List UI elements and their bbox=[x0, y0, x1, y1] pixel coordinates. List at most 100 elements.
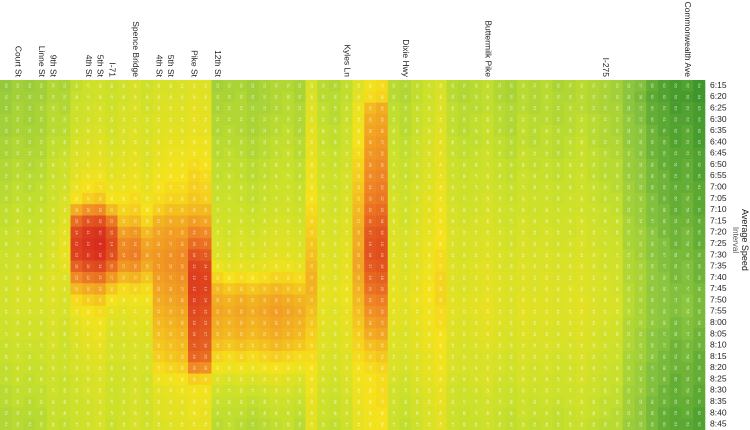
cell-value: 46 bbox=[556, 241, 561, 246]
cell-value: 47 bbox=[521, 400, 526, 405]
heatmap-cell bbox=[446, 91, 459, 103]
cell-value: 40 bbox=[274, 264, 279, 269]
cell-value: 37 bbox=[380, 377, 385, 382]
cell-value: 47 bbox=[556, 377, 561, 382]
heatmap-cell bbox=[528, 294, 541, 307]
heatmap-cell bbox=[117, 339, 130, 352]
heatmap-cell bbox=[11, 294, 24, 307]
heatmap-cell bbox=[399, 294, 412, 307]
heatmap-cell bbox=[658, 170, 671, 182]
cell-value: 48 bbox=[591, 411, 596, 416]
heatmap-cell bbox=[493, 159, 506, 171]
heatmap-cell bbox=[246, 91, 259, 103]
heatmap-cell bbox=[329, 317, 342, 329]
cell-value: 46 bbox=[86, 422, 91, 427]
heatmap-cell bbox=[282, 181, 295, 194]
heatmap-cell bbox=[199, 418, 212, 430]
cell-value: 49 bbox=[474, 117, 479, 122]
heatmap-cell bbox=[364, 283, 377, 295]
cell-value: 52 bbox=[615, 117, 620, 122]
heatmap-cell bbox=[35, 170, 48, 182]
heatmap-cell bbox=[246, 283, 259, 295]
cell-value: 53 bbox=[638, 253, 643, 258]
cell-value: 62 bbox=[685, 106, 690, 111]
cell-value: 29 bbox=[98, 287, 103, 292]
heatmap-cell bbox=[423, 80, 436, 92]
cell-value: 15 bbox=[86, 264, 91, 269]
cell-value: 16 bbox=[86, 219, 91, 224]
heatmap-cell bbox=[470, 113, 483, 126]
cell-value: 42 bbox=[180, 411, 185, 416]
heatmap-cell bbox=[470, 91, 483, 103]
cell-value: 45 bbox=[145, 117, 150, 122]
cell-value: 35 bbox=[309, 332, 314, 337]
cell-value: 43 bbox=[168, 106, 173, 111]
cell-value: 30 bbox=[86, 287, 91, 292]
heatmap-cell bbox=[352, 418, 365, 430]
heatmap-cell bbox=[293, 339, 306, 352]
heatmap-cell bbox=[0, 102, 13, 115]
cell-value: 39 bbox=[368, 411, 373, 416]
cell-value: 52 bbox=[603, 106, 608, 111]
heatmap-cell bbox=[646, 159, 659, 171]
cell-value: 44 bbox=[51, 253, 56, 258]
heatmap-cell bbox=[105, 339, 118, 352]
cell-value: 42 bbox=[321, 275, 326, 280]
heatmap-cell bbox=[693, 238, 706, 250]
cell-value: 45 bbox=[145, 354, 150, 359]
cell-value: 50 bbox=[16, 162, 21, 167]
heatmap-cell bbox=[458, 238, 471, 250]
cell-value: 49 bbox=[450, 129, 455, 134]
heatmap-cell bbox=[575, 283, 588, 295]
cell-value: 43 bbox=[321, 241, 326, 246]
cell-value: 49 bbox=[392, 117, 397, 122]
cell-value: 44 bbox=[556, 275, 561, 280]
heatmap-cell bbox=[481, 350, 494, 363]
cell-value: 62 bbox=[685, 117, 690, 122]
heatmap-cell bbox=[258, 136, 271, 149]
heatmap-cell bbox=[470, 305, 483, 318]
cell-value: 48 bbox=[403, 162, 408, 167]
heatmap-cell bbox=[293, 181, 306, 194]
cell-value: 49 bbox=[403, 140, 408, 145]
cell-value: 58 bbox=[662, 219, 667, 224]
cell-value: 48 bbox=[274, 411, 279, 416]
cell-value: 43 bbox=[345, 354, 350, 359]
cell-value: 30 bbox=[145, 264, 150, 269]
heatmap-cell bbox=[23, 249, 36, 261]
cell-value: 51 bbox=[239, 95, 244, 100]
cell-value: 48 bbox=[16, 208, 21, 213]
heatmap-cell bbox=[387, 350, 400, 363]
cell-value: 45 bbox=[439, 83, 444, 88]
heatmap-cell bbox=[199, 125, 212, 137]
heatmap-cell bbox=[105, 350, 118, 363]
cell-value: 44 bbox=[86, 366, 91, 371]
heatmap-cell bbox=[434, 249, 447, 261]
cell-value: 43 bbox=[474, 287, 479, 292]
heatmap-cell bbox=[669, 328, 682, 340]
heatmap-cell bbox=[199, 350, 212, 363]
cell-value: 44 bbox=[51, 309, 56, 314]
heatmap-cell bbox=[634, 362, 647, 374]
cell-value: 51 bbox=[239, 106, 244, 111]
cell-value: 59 bbox=[685, 388, 690, 393]
heatmap-cell bbox=[493, 294, 506, 307]
cell-value: 47 bbox=[227, 388, 232, 393]
cell-value: 43 bbox=[180, 106, 185, 111]
heatmap-cell bbox=[11, 339, 24, 352]
heatmap-cell bbox=[23, 407, 36, 420]
heatmap-cell bbox=[164, 159, 177, 171]
cell-value: 40 bbox=[121, 298, 126, 303]
heatmap-cell bbox=[223, 362, 236, 374]
cell-value: 43 bbox=[333, 321, 338, 326]
heatmap-cell bbox=[611, 339, 624, 352]
cell-value: 49 bbox=[509, 174, 514, 179]
heatmap-cell bbox=[528, 373, 541, 386]
heatmap-cell bbox=[587, 283, 600, 295]
cell-value: 31 bbox=[309, 287, 314, 292]
cell-value: 25 bbox=[368, 174, 373, 179]
cell-value: 47 bbox=[615, 253, 620, 258]
heatmap-cell bbox=[423, 147, 436, 160]
cell-value: 49 bbox=[415, 83, 420, 88]
heatmap-cell bbox=[94, 362, 107, 374]
